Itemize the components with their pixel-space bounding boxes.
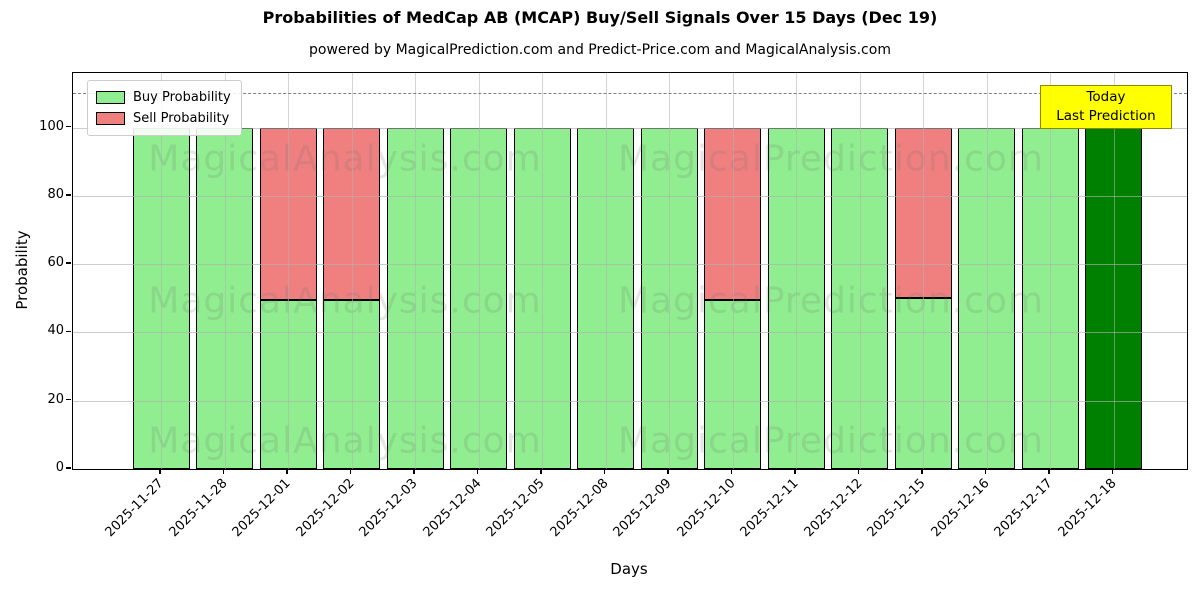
y-tick-label-20: 20 [47, 391, 64, 407]
chart-title: Probabilities of MedCap AB (MCAP) Buy/Se… [262, 8, 938, 27]
gridline-x-2025-11-28 [224, 73, 226, 469]
watermark-text: MagicalAnalysis.com [148, 138, 542, 180]
buy-probability-swatch-icon [96, 91, 125, 104]
watermark-text: MagicalAnalysis.com [148, 420, 542, 462]
y-tick-label-60: 60 [47, 255, 64, 271]
y-tick-mark-80 [66, 194, 71, 196]
y-tick-mark-0 [66, 467, 71, 469]
legend-item-buy: Buy Probability [96, 87, 231, 108]
gridline-y-100 [73, 127, 1187, 129]
plot-area: Buy Probability Sell Probability Today L… [72, 72, 1188, 470]
x-tick-mark-2025-12-10 [730, 469, 733, 474]
gridline-y-60 [73, 264, 1187, 266]
watermark-text: MagicalPrediction.com [618, 280, 1044, 322]
legend-label-sell: Sell Probability [133, 111, 230, 126]
y-tick-label-0: 0 [55, 460, 64, 475]
gridline-x-2025-12-18 [1113, 73, 1115, 469]
x-tick-mark-2025-11-27 [159, 469, 161, 474]
x-tick-mark-2025-12-01 [286, 469, 288, 474]
watermark-text: MagicalAnalysis.com [148, 280, 542, 322]
x-tick-mark-2025-12-11 [794, 469, 796, 474]
y-tick-label-100: 100 [39, 118, 64, 134]
x-tick-mark-2025-12-03 [413, 469, 415, 474]
x-tick-mark-2025-12-08 [603, 469, 606, 474]
gridline-y-80 [73, 195, 1187, 197]
x-axis-title: Days [610, 560, 648, 578]
reference-dashed-line [73, 93, 1187, 95]
x-tick-mark-2025-12-18 [1111, 469, 1114, 474]
gridline-x-2025-12-16 [986, 73, 988, 469]
gridline-x-2025-12-03 [415, 73, 416, 469]
gridline-x-2025-12-01 [288, 73, 289, 469]
gridline-y-40 [73, 332, 1187, 334]
watermark-text: MagicalPrediction.com [618, 138, 1044, 180]
today-box-line1: Today [1086, 89, 1126, 105]
y-tick-mark-20 [66, 399, 71, 401]
x-tick-mark-2025-12-09 [667, 469, 669, 474]
y-tick-mark-100 [66, 125, 71, 128]
x-tick-mark-2025-11-28 [222, 469, 225, 474]
gridline-x-2025-12-09 [669, 73, 670, 469]
gridline-x-2025-11-27 [161, 73, 162, 469]
today-last-prediction-box: Today Last Prediction [1040, 85, 1172, 129]
x-tick-mark-2025-12-04 [476, 469, 479, 474]
x-tick-mark-2025-12-05 [540, 469, 542, 474]
chart-subtitle: powered by MagicalPrediction.com and Pre… [309, 42, 891, 58]
gridline-x-2025-12-17 [1050, 73, 1051, 469]
x-tick-label-2025-11-27: 2025-11-27 [102, 476, 167, 541]
gridline-y-20 [73, 400, 1187, 402]
y-tick-mark-60 [66, 262, 71, 264]
x-tick-mark-2025-12-16 [984, 469, 987, 474]
x-tick-mark-2025-12-12 [857, 469, 860, 474]
gridline-x-2025-12-15 [923, 73, 924, 469]
y-tick-label-80: 80 [47, 186, 64, 202]
sell-probability-swatch-icon [96, 112, 125, 125]
gridline-x-2025-12-05 [542, 73, 543, 469]
x-tick-mark-2025-12-02 [349, 469, 352, 474]
legend-label-buy: Buy Probability [133, 90, 231, 105]
gridline-x-2025-12-08 [605, 73, 607, 469]
y-tick-mark-40 [66, 330, 71, 333]
x-tick-mark-2025-12-17 [1048, 469, 1050, 474]
gridline-x-2025-12-11 [796, 73, 797, 469]
watermark-text: MagicalPrediction.com [618, 420, 1044, 462]
y-tick-label-40: 40 [47, 323, 64, 339]
today-box-line2: Last Prediction [1056, 108, 1156, 124]
gridline-x-2025-12-02 [351, 73, 353, 469]
gridline-x-2025-12-12 [859, 73, 861, 469]
gridline-x-2025-12-04 [478, 73, 480, 469]
chart-legend: Buy Probability Sell Probability [87, 80, 242, 136]
gridline-x-2025-12-10 [732, 73, 734, 469]
x-tick-mark-2025-12-15 [921, 469, 923, 474]
legend-item-sell: Sell Probability [96, 108, 231, 129]
